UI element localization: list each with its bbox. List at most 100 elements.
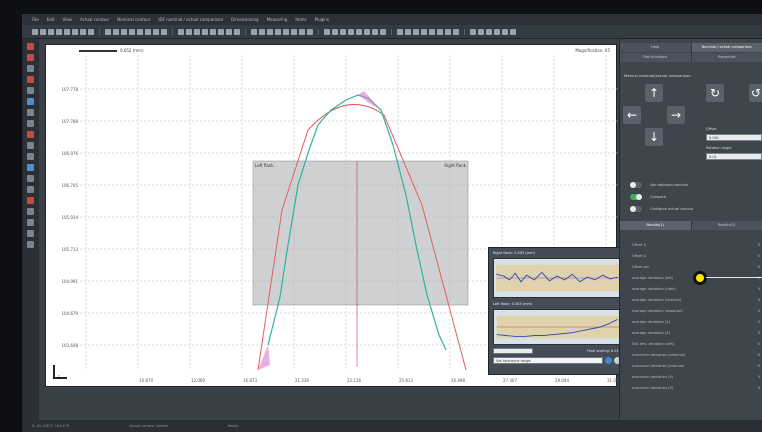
toolbar-tool-icon[interactable] [324,28,330,35]
toolbar-tool-icon[interactable] [380,28,386,35]
toolbar-tool-icon[interactable] [470,28,476,35]
toolbar-tool-icon[interactable] [113,28,119,35]
toolbar-tool-icon[interactable] [72,28,78,35]
toolbar-tool-icon[interactable] [226,28,232,35]
toolbar-tool-icon[interactable] [478,28,484,35]
side-tool-icon[interactable] [27,164,34,171]
toolbar-tool-icon[interactable] [340,28,346,35]
toolbar-tool-icon[interactable] [502,28,508,35]
toolbar-tool-icon[interactable] [494,28,500,35]
side-tool-icon[interactable] [27,87,34,94]
toolbar-tool-icon[interactable] [194,28,200,35]
toolbar-tool-icon[interactable] [64,28,70,35]
side-tool-icon[interactable] [27,98,34,105]
toolbar-tool-icon[interactable] [510,28,516,35]
side-tool-icon[interactable] [27,197,34,204]
toolbar-tool-icon[interactable] [275,28,281,35]
toolbar-tool-icon[interactable] [405,28,411,35]
evaluation-region[interactable] [252,160,469,306]
toolbar-tool-icon[interactable] [364,28,370,35]
toolbar-tool-icon[interactable] [202,28,208,35]
toolbar-tool-icon[interactable] [105,28,111,35]
side-tool-icon[interactable] [27,219,34,226]
menu-edit[interactable]: Edit [46,17,55,22]
toolbar-tool-icon[interactable] [413,28,419,35]
toolbar-tool-icon[interactable] [437,28,443,35]
toolbar-tool-icon[interactable] [178,28,184,35]
side-tool-icon[interactable] [27,230,34,237]
arrow-left-icon[interactable]: ← [623,106,641,124]
menu-plugins[interactable]: Plugins [314,17,329,22]
toolbar-tool-icon[interactable] [145,28,151,35]
tab-results-1[interactable]: Results(1) [620,221,692,230]
plot-window[interactable]: Left flank Right flank 0.652 (mm) Magnif… [45,44,626,387]
side-tool-icon[interactable] [27,153,34,160]
menu-measuring[interactable]: Measuring [266,17,288,22]
toolbar-tool-icon[interactable] [129,28,135,35]
toolbar-tool-icon[interactable] [234,28,240,35]
menu-nominal-contour[interactable]: Nominal contour [117,17,151,22]
toolbar-tool-icon[interactable] [186,28,192,35]
tab-properties[interactable]: Properties [691,53,762,62]
toolbar-tool-icon[interactable] [332,28,338,35]
toolbar-tool-icon[interactable] [453,28,459,35]
toolbar-tool-icon[interactable] [251,28,257,35]
toolbar-tool-icon[interactable] [121,28,127,35]
arrow-up-icon[interactable]: ↑ [645,84,663,102]
toolbar-tool-icon[interactable] [161,28,167,35]
toolbar-tool-icon[interactable] [56,28,62,35]
arrow-right-icon[interactable]: → [667,106,685,124]
toggle-configure-actual[interactable] [630,206,642,212]
toolbar-tool-icon[interactable] [429,28,435,35]
side-tool-icon[interactable] [27,208,34,215]
toolbar-tool-icon[interactable] [356,28,362,35]
tab-plot-functions[interactable]: Plot functions [620,53,692,62]
side-tool-icon[interactable] [27,76,34,83]
toolbar-tool-icon[interactable] [210,28,216,35]
side-tool-icon[interactable] [27,241,34,248]
reset-tolerance-button[interactable] [614,356,621,364]
toolbar-tool-icon[interactable] [153,28,159,35]
toolbar-tool-icon[interactable] [48,28,54,35]
side-tool-icon[interactable] [27,65,34,72]
toolbar-tool-icon[interactable] [40,28,46,35]
side-tool-icon[interactable] [27,54,34,61]
side-tool-icon[interactable] [27,120,34,127]
toolbar-tool-icon[interactable] [32,28,38,35]
offset-field[interactable]: 0.001 [706,134,762,141]
menu-dimensioning[interactable]: Dimensioning [231,17,259,22]
rotate-cw-icon[interactable]: ↻ [706,84,724,102]
tab-help[interactable]: Help [620,43,692,52]
side-tool-icon[interactable] [27,175,34,182]
apply-tolerance-button[interactable] [605,356,612,364]
tab-results-2[interactable]: Results(2) [691,221,762,230]
toolbar-tool-icon[interactable] [80,28,86,35]
toolbar-tool-icon[interactable] [88,28,94,35]
tolerance-input[interactable]: Set tolerance range [493,356,603,364]
arrow-down-icon[interactable]: ↓ [645,128,663,146]
rotate-ccw-icon[interactable]: ↺ [749,84,762,102]
menu-items[interactable]: Items [295,17,307,22]
menu-idf-comparison[interactable]: IDF nominal / actual comparison [158,17,224,22]
toolbar-tool-icon[interactable] [421,28,427,35]
deviation-histogram-panel[interactable]: Right flank: 0.005 (mm) Left flank: 0.00… [488,247,626,375]
menu-file[interactable]: File [32,17,39,22]
toolbar-tool-icon[interactable] [372,28,378,35]
toolbar-tool-icon[interactable] [137,28,143,35]
rotation-field[interactable]: 0.01 [706,153,762,160]
toggle-compare[interactable] [630,194,642,200]
menu-actual-contour[interactable]: Actual contour [79,17,110,22]
tab-nominal-actual-comparison[interactable]: Nominal / actual comparison [691,43,762,52]
toolbar-tool-icon[interactable] [267,28,273,35]
toggle-use-adjusted[interactable] [630,182,642,188]
toolbar-tool-icon[interactable] [218,28,224,35]
side-tool-icon[interactable] [27,142,34,149]
scaling-select[interactable] [493,347,533,354]
toolbar-tool-icon[interactable] [348,28,354,35]
side-tool-icon[interactable] [27,43,34,50]
toolbar-tool-icon[interactable] [259,28,265,35]
menu-view[interactable]: View [62,17,72,22]
side-tool-icon[interactable] [27,186,34,193]
toolbar-tool-icon[interactable] [307,28,313,35]
side-tool-icon[interactable] [27,131,34,138]
